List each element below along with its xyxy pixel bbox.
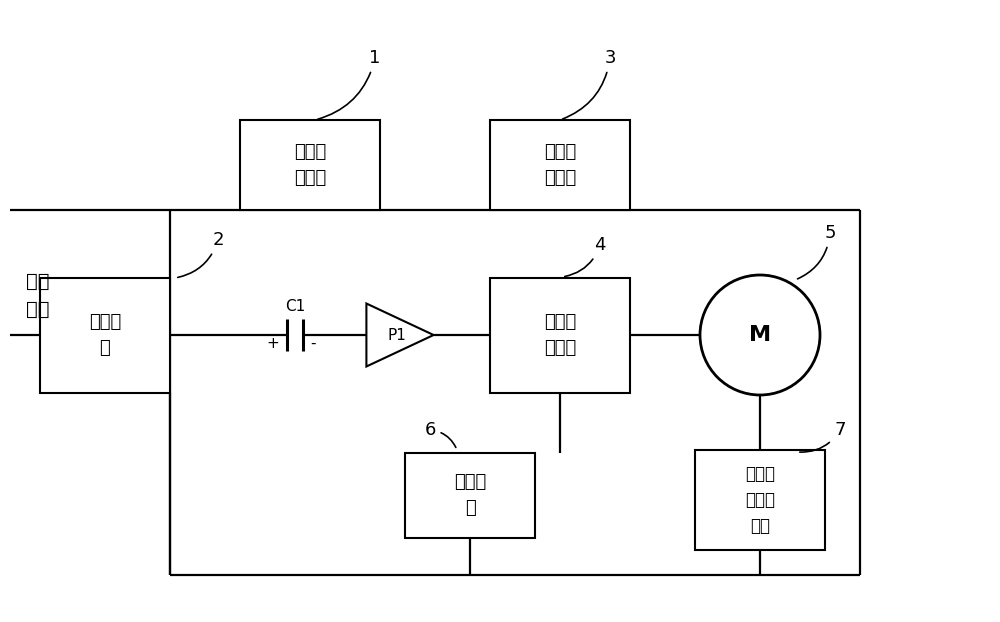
Bar bbox=[405, 452, 535, 537]
Text: C1: C1 bbox=[285, 299, 305, 314]
Text: 电压检
测装置: 电压检 测装置 bbox=[294, 143, 326, 187]
Polygon shape bbox=[366, 304, 434, 366]
Text: 控制系
统: 控制系 统 bbox=[89, 313, 121, 357]
Text: 7: 7 bbox=[800, 421, 846, 452]
Text: 电机保
护系统: 电机保 护系统 bbox=[544, 143, 576, 187]
Text: 6: 6 bbox=[424, 421, 456, 447]
Text: 3: 3 bbox=[563, 49, 616, 119]
Text: 消谐装
置: 消谐装 置 bbox=[454, 473, 486, 518]
Text: M: M bbox=[749, 325, 771, 345]
Text: P1: P1 bbox=[388, 328, 406, 343]
Text: 动态功
率校正
电路: 动态功 率校正 电路 bbox=[745, 465, 775, 536]
Text: 变频控
制系统: 变频控 制系统 bbox=[544, 313, 576, 357]
Text: 1: 1 bbox=[318, 49, 381, 119]
Bar bbox=[40, 277, 170, 392]
Text: +: + bbox=[267, 335, 279, 351]
Circle shape bbox=[700, 275, 820, 395]
Text: 4: 4 bbox=[565, 236, 606, 277]
Bar bbox=[240, 120, 380, 210]
Text: -: - bbox=[310, 335, 316, 351]
Text: 5: 5 bbox=[798, 224, 836, 279]
Text: 2: 2 bbox=[178, 231, 224, 277]
Bar bbox=[695, 450, 825, 550]
Text: 电网
电压: 电网 电压 bbox=[26, 271, 50, 318]
Bar bbox=[490, 277, 630, 392]
Bar bbox=[490, 120, 630, 210]
